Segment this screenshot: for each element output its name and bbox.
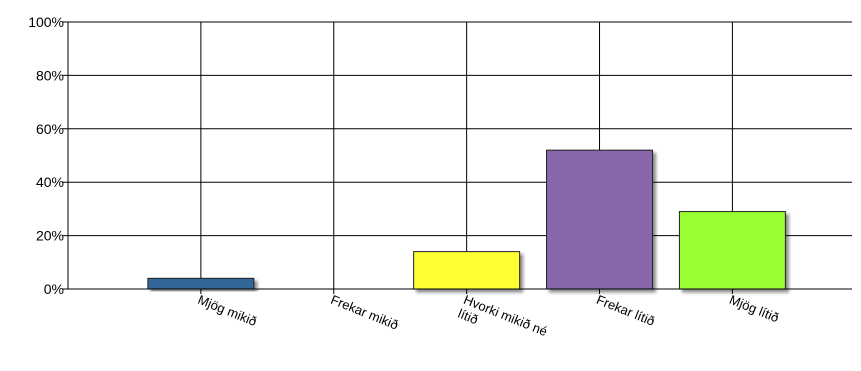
x-axis-labels: Mjög mikið Frekar mikið Hvorki mikið nélít… (196, 292, 781, 353)
axes (62, 22, 852, 290)
x-tick-label: Frekar lítið (594, 292, 657, 329)
x-tick-label: Frekar mikið (329, 292, 401, 333)
y-tick-label: 100% (28, 14, 64, 30)
y-tick-label: 0% (44, 281, 64, 297)
bar (413, 251, 521, 290)
x-tick-label: Hvorki mikið nélítið (456, 292, 550, 353)
x-tick-label: Mjög mikið (196, 292, 259, 329)
y-tick-label: 60% (36, 121, 64, 137)
x-tick-label: Mjög lítið (727, 292, 781, 325)
bar (546, 149, 654, 290)
y-axis-ticks: 0% 20% 40% 60% 80% 100% (28, 14, 64, 297)
y-tick-label: 40% (36, 174, 64, 190)
y-tick-label: 20% (36, 228, 64, 244)
gridlines (62, 21, 852, 294)
bar (678, 211, 786, 290)
bar (147, 277, 255, 290)
y-tick-label: 80% (36, 67, 64, 83)
